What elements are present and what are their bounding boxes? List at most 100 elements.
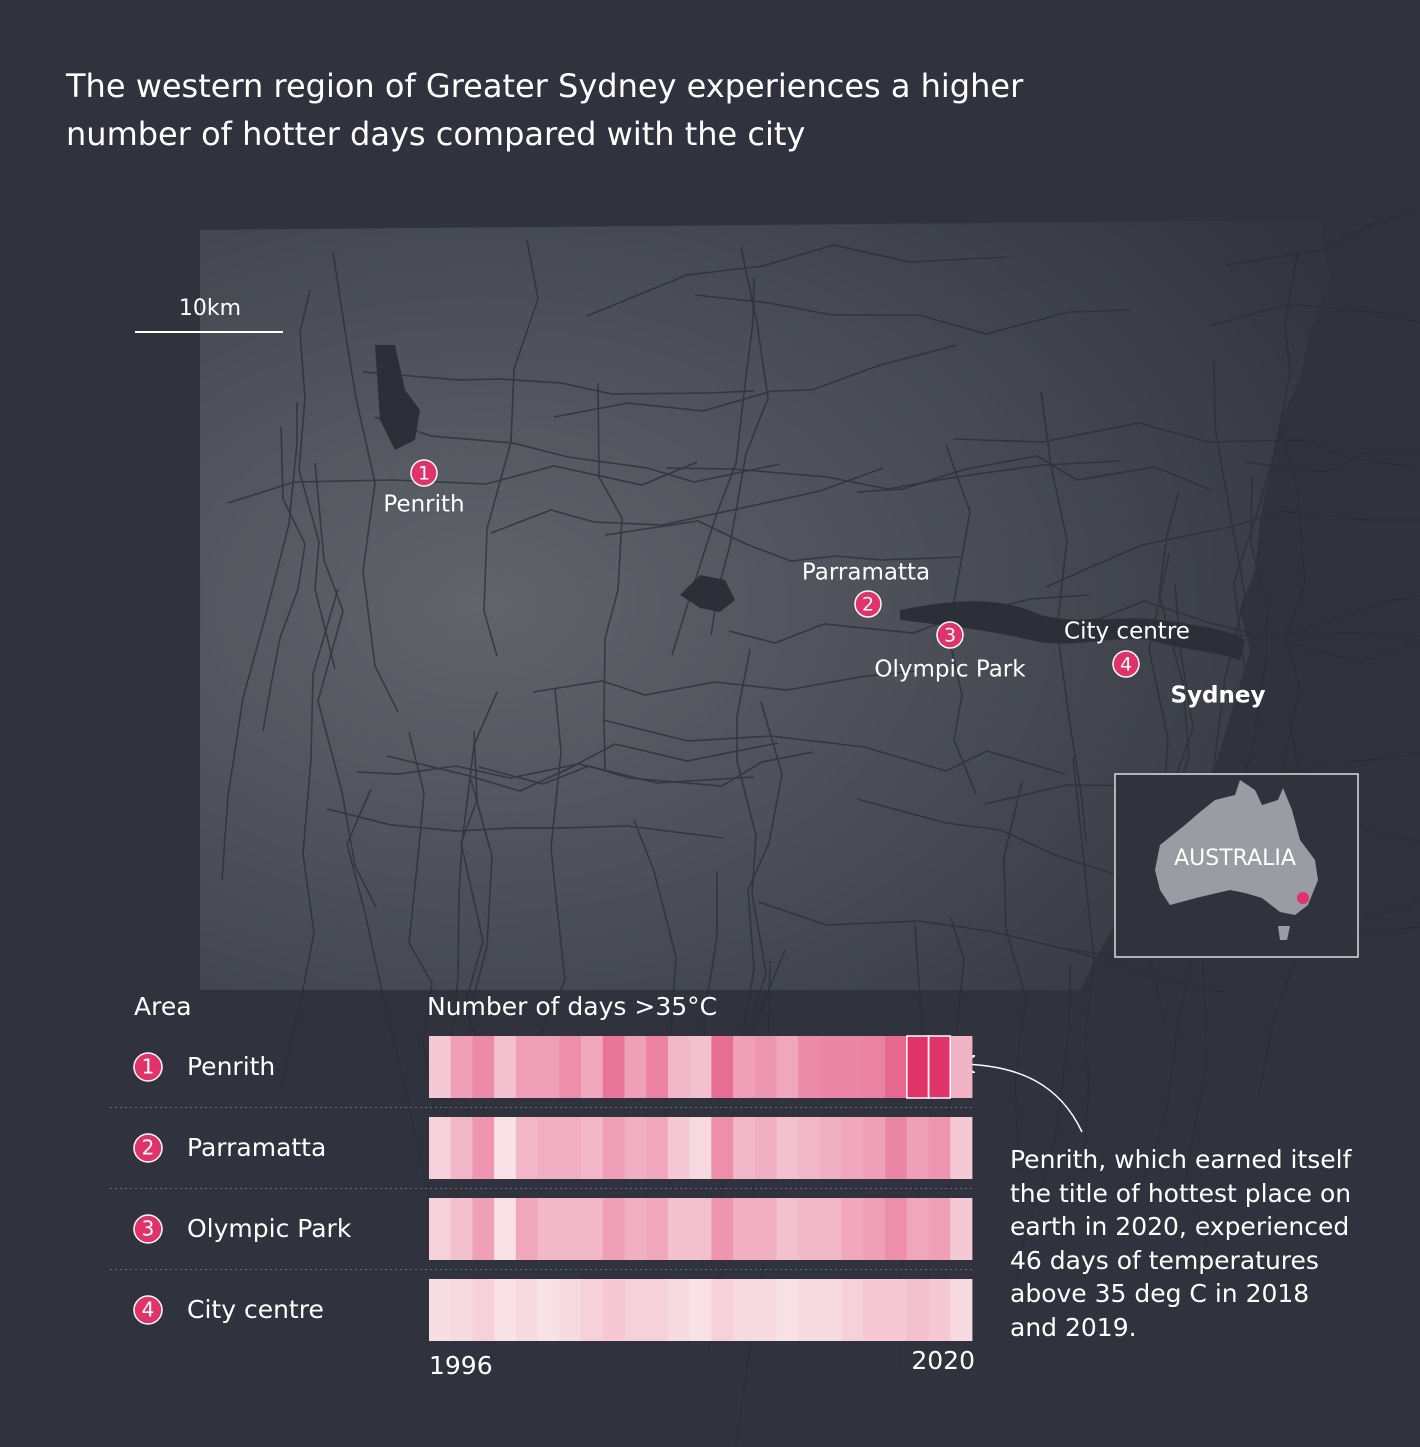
row-marker	[133, 1052, 163, 1082]
heat-cell	[559, 1036, 582, 1098]
harbour	[900, 601, 1245, 660]
heat-cell	[602, 1198, 625, 1260]
heat-cell	[776, 1117, 799, 1179]
heat-cell	[885, 1198, 908, 1260]
heat-cell	[559, 1279, 582, 1341]
heat-cell	[733, 1198, 756, 1260]
heat-cell	[754, 1036, 777, 1098]
heat-cell	[515, 1198, 538, 1260]
road	[1072, 756, 1095, 1174]
highlight-box	[927, 1035, 952, 1099]
scale-label: 10km	[179, 296, 241, 321]
heat-cell	[928, 1117, 951, 1179]
road	[374, 416, 781, 483]
heat-cell	[798, 1036, 821, 1098]
heat-cell	[754, 1279, 777, 1341]
heat-cell	[667, 1036, 691, 1098]
road	[362, 371, 755, 395]
road	[262, 426, 306, 732]
heat-cell	[841, 1036, 864, 1098]
heat-cell	[863, 1198, 886, 1260]
heat-cell	[928, 1036, 951, 1098]
row-label: Parramatta	[187, 1133, 326, 1162]
road	[221, 402, 298, 881]
heat-cell	[928, 1198, 951, 1260]
annotation: Penrith, which earned itself the title o…	[1010, 1145, 1352, 1342]
heat-cell	[646, 1117, 669, 1179]
heat-cell	[906, 1036, 929, 1098]
road	[346, 788, 437, 1222]
heat-cell	[624, 1279, 647, 1341]
tasmania	[1278, 926, 1290, 940]
heat-cell	[689, 1117, 712, 1179]
heat-cell	[928, 1279, 951, 1341]
row-label: Olympic Park	[187, 1214, 352, 1243]
heat-cell	[733, 1279, 756, 1341]
heat-cell	[711, 1279, 734, 1341]
road	[332, 251, 399, 713]
place-label: Penrith	[383, 492, 464, 518]
road	[1013, 963, 1071, 1304]
heat-cell	[798, 1279, 821, 1341]
heat-cell	[906, 1198, 929, 1260]
place-marker	[854, 590, 882, 618]
road	[532, 670, 916, 696]
place-number: 1	[418, 463, 430, 485]
road	[490, 467, 884, 534]
heat-cell	[494, 1198, 517, 1260]
heat-cell	[841, 1198, 864, 1260]
heat-cell	[450, 1198, 473, 1260]
heat-cell	[754, 1198, 777, 1260]
road	[602, 719, 1066, 775]
heat-cell	[776, 1279, 799, 1341]
heat-cell	[624, 1036, 647, 1098]
road	[553, 344, 958, 418]
heat-cell	[798, 1198, 821, 1260]
row-number: 4	[142, 1298, 155, 1322]
heat-cell	[602, 1279, 625, 1341]
heat-cell	[450, 1117, 473, 1179]
heat-cell	[559, 1117, 582, 1179]
heat-cell	[733, 1036, 756, 1098]
heat-cell	[819, 1117, 843, 1179]
australia	[1155, 780, 1318, 915]
heat-cell	[885, 1036, 908, 1098]
lake	[375, 345, 420, 450]
heat-cell	[494, 1117, 517, 1179]
heat-cell	[537, 1036, 560, 1098]
heat-cell	[863, 1117, 886, 1179]
road	[736, 648, 767, 1043]
road	[586, 244, 1008, 317]
road	[758, 901, 1228, 994]
row-label: City centre	[187, 1295, 324, 1324]
road	[899, 925, 933, 1369]
heat-cell	[472, 1279, 495, 1341]
heat-cell	[429, 1036, 452, 1098]
heat-cell	[689, 1198, 712, 1260]
road	[1003, 781, 1027, 1174]
road	[604, 520, 962, 562]
y-axis-label: Area	[134, 992, 192, 1021]
heat-cell	[950, 1036, 973, 1098]
heat-cell	[776, 1036, 799, 1098]
heat-cell	[472, 1198, 495, 1260]
road	[356, 763, 755, 784]
heat-cell	[885, 1117, 908, 1179]
road	[728, 594, 1090, 644]
heat-cell	[624, 1198, 647, 1260]
heat-cell	[819, 1279, 843, 1341]
lake	[680, 575, 735, 612]
place-marker	[410, 459, 438, 487]
road	[1208, 303, 1420, 327]
row-marker	[133, 1133, 163, 1163]
heat-cell	[472, 1036, 495, 1098]
heat-cell	[537, 1198, 560, 1260]
heat-cell	[602, 1036, 625, 1098]
x-tick-label: 1996	[429, 1351, 493, 1380]
road	[1192, 595, 1420, 646]
road	[1225, 210, 1420, 266]
heat-cell	[776, 1198, 799, 1260]
heat-cell	[450, 1279, 473, 1341]
road	[952, 422, 1420, 469]
